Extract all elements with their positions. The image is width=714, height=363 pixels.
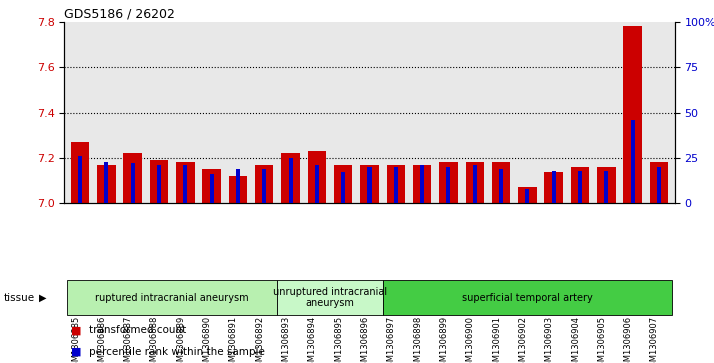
Text: unruptured intracranial
aneurysm: unruptured intracranial aneurysm (273, 287, 387, 309)
Text: GSM1306894: GSM1306894 (308, 316, 317, 363)
Bar (202, 169, 221, 203)
Text: GSM1306892: GSM1306892 (255, 316, 264, 363)
Text: ▶: ▶ (39, 293, 47, 303)
Bar (623, 26, 642, 203)
Text: GDS5186 / 26202: GDS5186 / 26202 (64, 8, 174, 21)
Text: GSM1306890: GSM1306890 (203, 316, 211, 363)
Bar (361, 165, 378, 203)
Bar (604, 171, 608, 203)
Bar (288, 158, 293, 203)
Text: percentile rank within the sample: percentile rank within the sample (89, 347, 265, 357)
Bar (657, 167, 661, 203)
Bar (473, 165, 477, 203)
Bar (281, 154, 300, 203)
Bar (518, 187, 537, 203)
Text: transformed count: transformed count (89, 325, 186, 335)
Text: GSM1306897: GSM1306897 (387, 316, 396, 363)
Text: GSM1306905: GSM1306905 (598, 316, 606, 363)
Bar (492, 163, 511, 203)
Bar (236, 169, 240, 203)
Bar (420, 165, 424, 203)
Bar (552, 171, 555, 203)
Bar (341, 172, 345, 203)
Text: GSM1306902: GSM1306902 (518, 316, 528, 363)
Bar (570, 167, 589, 203)
Bar (597, 167, 615, 203)
Text: ■: ■ (71, 347, 82, 357)
Bar (545, 172, 563, 203)
Bar (78, 156, 82, 203)
Bar (262, 169, 266, 203)
Bar (466, 163, 484, 203)
Text: GSM1306901: GSM1306901 (492, 316, 501, 363)
Bar (124, 154, 142, 203)
Bar (446, 167, 451, 203)
Bar (383, 280, 672, 315)
Bar (71, 142, 89, 203)
Text: GSM1306899: GSM1306899 (439, 316, 448, 363)
Bar (650, 163, 668, 203)
Bar (526, 189, 529, 203)
Text: superficial temporal artery: superficial temporal artery (462, 293, 593, 303)
Text: GSM1306904: GSM1306904 (571, 316, 580, 363)
Text: GSM1306891: GSM1306891 (229, 316, 238, 363)
Bar (368, 167, 371, 203)
Text: tissue: tissue (4, 293, 35, 303)
Bar (104, 162, 109, 203)
Text: ruptured intracranial aneurysm: ruptured intracranial aneurysm (96, 293, 249, 303)
Bar (386, 165, 405, 203)
Text: GSM1306893: GSM1306893 (281, 316, 291, 363)
Bar (278, 280, 383, 315)
Bar (210, 174, 213, 203)
Text: GSM1306886: GSM1306886 (97, 316, 106, 363)
Bar (97, 165, 116, 203)
Bar (131, 163, 135, 203)
Text: GSM1306907: GSM1306907 (650, 316, 659, 363)
Bar (255, 165, 273, 203)
Bar (308, 151, 326, 203)
Bar (578, 171, 582, 203)
Bar (176, 163, 194, 203)
Text: GSM1306895: GSM1306895 (334, 316, 343, 363)
Text: GSM1306896: GSM1306896 (361, 316, 370, 363)
Text: GSM1306906: GSM1306906 (623, 316, 633, 363)
Bar (413, 165, 431, 203)
Bar (183, 165, 187, 203)
Bar (150, 160, 169, 203)
Text: GSM1306903: GSM1306903 (545, 316, 553, 363)
Bar (157, 165, 161, 203)
Text: GSM1306898: GSM1306898 (413, 316, 422, 363)
Bar (67, 280, 278, 315)
Text: GSM1306885: GSM1306885 (71, 316, 80, 363)
Text: GSM1306889: GSM1306889 (176, 316, 186, 363)
Bar (499, 169, 503, 203)
Text: GSM1306900: GSM1306900 (466, 316, 475, 363)
Text: GSM1306887: GSM1306887 (124, 316, 133, 363)
Bar (630, 120, 635, 203)
Text: ■: ■ (71, 325, 82, 335)
Bar (334, 165, 353, 203)
Bar (439, 163, 458, 203)
Bar (394, 167, 398, 203)
Text: GSM1306888: GSM1306888 (150, 316, 159, 363)
Bar (315, 165, 319, 203)
Bar (228, 176, 247, 203)
